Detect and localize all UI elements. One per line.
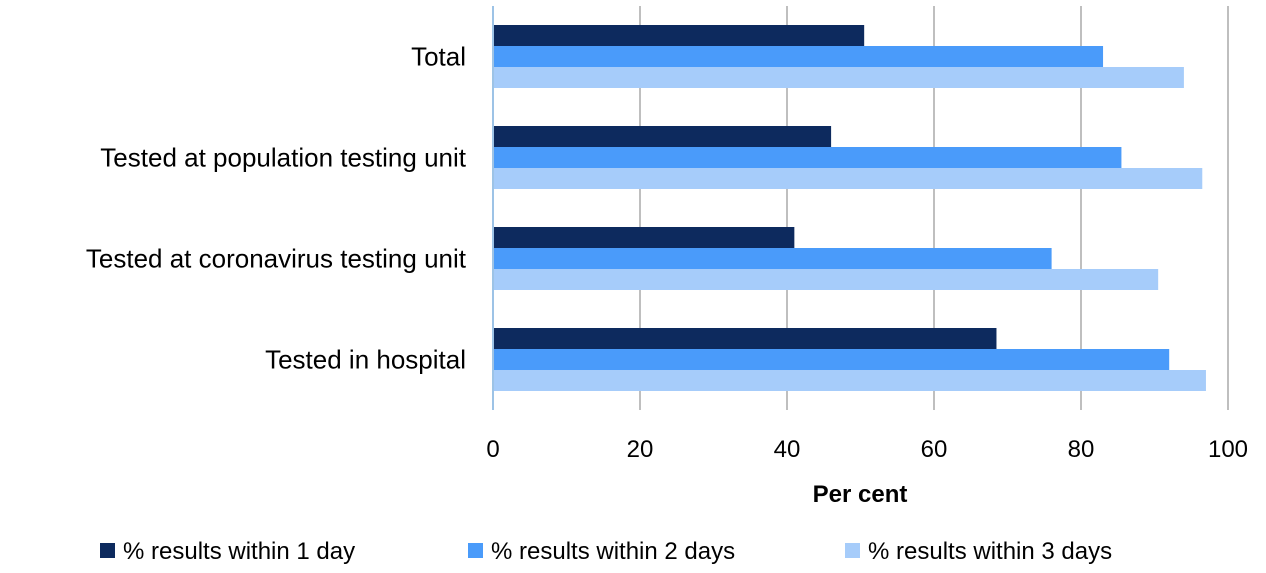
bar-series-3-cat-4 bbox=[493, 370, 1206, 391]
labels: 0 20 40 60 80 100 Total Tested at population te… bbox=[86, 42, 1248, 464]
legend-label: % results within 3 days bbox=[868, 538, 1112, 565]
x-tick-label: 20 bbox=[627, 436, 654, 463]
category-label: Tested in hospital bbox=[265, 345, 466, 375]
legend-label: % results within 2 days bbox=[491, 538, 735, 565]
bar-series-2-cat-4 bbox=[493, 349, 1170, 370]
bar-series-1-cat-4 bbox=[493, 328, 997, 349]
bar-series-1-cat-1 bbox=[493, 25, 865, 46]
legend: % results within 1 day % results within 2… bbox=[100, 538, 1112, 565]
bar-series-3-cat-1 bbox=[493, 67, 1184, 88]
x-tick-label: 0 bbox=[486, 436, 499, 463]
bar-series-1-cat-2 bbox=[493, 126, 832, 147]
x-tick-label: 40 bbox=[774, 436, 801, 463]
bar-series-3-cat-3 bbox=[493, 269, 1159, 290]
legend-swatch bbox=[100, 543, 115, 558]
bar-series-2-cat-1 bbox=[493, 46, 1104, 67]
legend-label: % results within 1 day bbox=[123, 538, 355, 565]
x-tick-label: 80 bbox=[1068, 436, 1095, 463]
bar-series-1-cat-3 bbox=[493, 227, 795, 248]
bar-series-2-cat-2 bbox=[493, 147, 1122, 168]
category-label: Total bbox=[411, 42, 466, 72]
legend-swatch bbox=[845, 543, 860, 558]
x-tick-label: 60 bbox=[921, 436, 948, 463]
category-label: Tested at population testing unit bbox=[100, 143, 466, 173]
bars bbox=[493, 25, 1206, 391]
category-label: Tested at coronavirus testing unit bbox=[86, 244, 467, 274]
bar-series-3-cat-2 bbox=[493, 168, 1203, 189]
x-tick-label: 100 bbox=[1208, 436, 1248, 463]
x-axis-title: Per cent bbox=[813, 481, 908, 508]
bar-series-2-cat-3 bbox=[493, 248, 1052, 269]
legend-swatch bbox=[468, 543, 483, 558]
